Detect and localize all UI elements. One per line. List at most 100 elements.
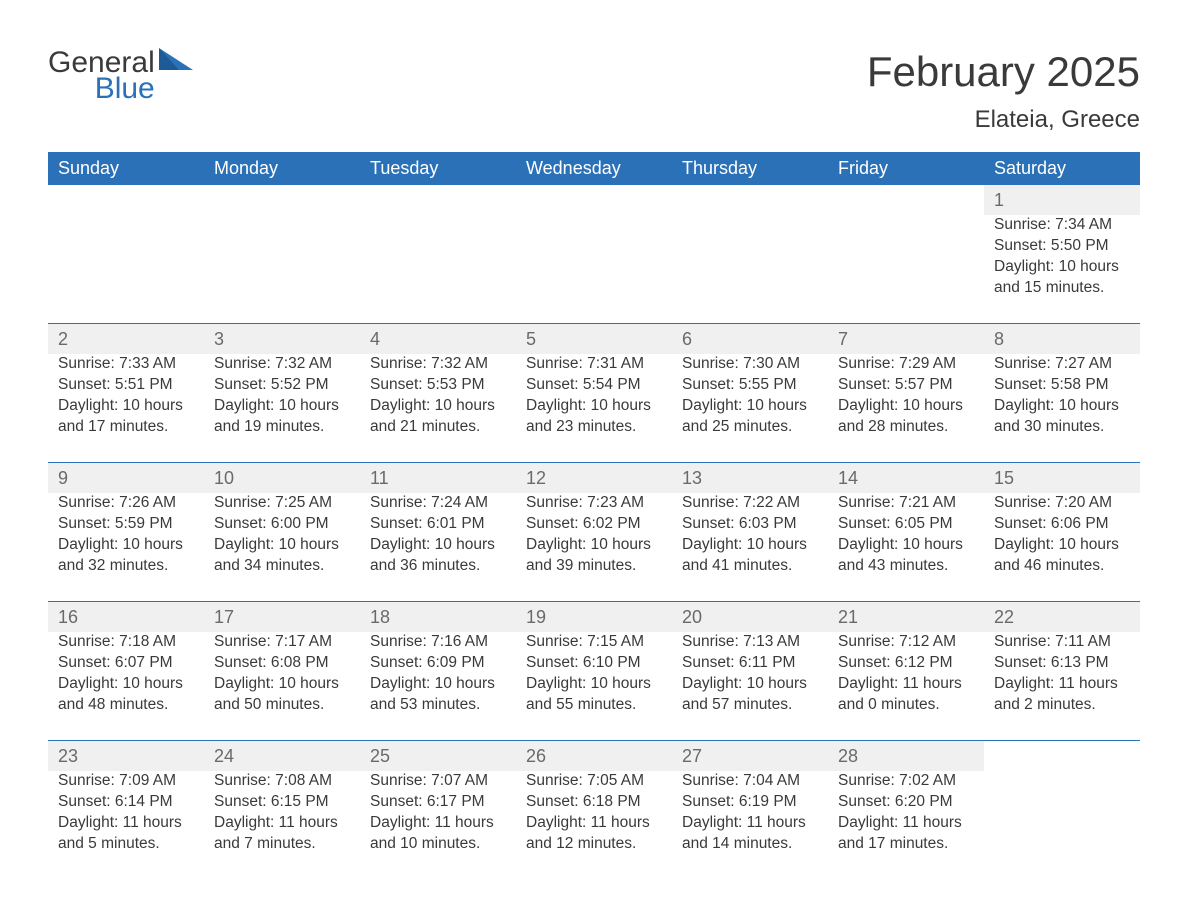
daylight-text: Daylight: 10 hours and 41 minutes.: [682, 535, 818, 577]
sunset-text: Sunset: 6:00 PM: [214, 514, 350, 535]
daylight-text: Daylight: 10 hours and 39 minutes.: [526, 535, 662, 577]
daylight-text: Daylight: 10 hours and 30 minutes.: [994, 396, 1130, 438]
day-number-cell: 13: [672, 462, 828, 493]
day-detail-cell: Sunrise: 7:16 AMSunset: 6:09 PMDaylight:…: [360, 632, 516, 740]
sunrise-text: Sunrise: 7:07 AM: [370, 771, 506, 792]
day-number-cell: 14: [828, 462, 984, 493]
sunrise-text: Sunrise: 7:21 AM: [838, 493, 974, 514]
day-detail-cell: Sunrise: 7:33 AMSunset: 5:51 PMDaylight:…: [48, 354, 204, 462]
day-detail-cell: Sunrise: 7:32 AMSunset: 5:53 PMDaylight:…: [360, 354, 516, 462]
day-number-cell: 25: [360, 740, 516, 771]
sunset-text: Sunset: 6:19 PM: [682, 792, 818, 813]
sunset-text: Sunset: 5:54 PM: [526, 375, 662, 396]
day-number-cell: 2: [48, 323, 204, 354]
day-number-cell: 12: [516, 462, 672, 493]
day-number-cell: 15: [984, 462, 1140, 493]
day-detail-cell: Sunrise: 7:27 AMSunset: 5:58 PMDaylight:…: [984, 354, 1140, 462]
day-number-row: 16171819202122: [48, 601, 1140, 632]
day-detail-cell: Sunrise: 7:24 AMSunset: 6:01 PMDaylight:…: [360, 493, 516, 601]
day-detail-cell: Sunrise: 7:29 AMSunset: 5:57 PMDaylight:…: [828, 354, 984, 462]
daylight-text: Daylight: 10 hours and 23 minutes.: [526, 396, 662, 438]
day-number-cell: 6: [672, 323, 828, 354]
day-detail-cell: [204, 215, 360, 323]
daylight-text: Daylight: 11 hours and 10 minutes.: [370, 813, 506, 855]
sunset-text: Sunset: 5:55 PM: [682, 375, 818, 396]
sunset-text: Sunset: 6:13 PM: [994, 653, 1130, 674]
sunset-text: Sunset: 6:10 PM: [526, 653, 662, 674]
month-title: February 2025: [867, 48, 1140, 96]
logo: General Blue: [48, 48, 193, 104]
sunset-text: Sunset: 6:17 PM: [370, 792, 506, 813]
sunrise-text: Sunrise: 7:31 AM: [526, 354, 662, 375]
sunrise-text: Sunrise: 7:26 AM: [58, 493, 194, 514]
day-detail-cell: Sunrise: 7:09 AMSunset: 6:14 PMDaylight:…: [48, 771, 204, 879]
sunset-text: Sunset: 6:09 PM: [370, 653, 506, 674]
sunset-text: Sunset: 6:12 PM: [838, 653, 974, 674]
sunrise-text: Sunrise: 7:08 AM: [214, 771, 350, 792]
daylight-text: Daylight: 11 hours and 7 minutes.: [214, 813, 350, 855]
title-block: February 2025 Elateia, Greece: [867, 48, 1140, 134]
sunset-text: Sunset: 5:58 PM: [994, 375, 1130, 396]
day-number-cell: 26: [516, 740, 672, 771]
daylight-text: Daylight: 11 hours and 2 minutes.: [994, 674, 1130, 716]
day-detail-cell: [516, 215, 672, 323]
sunset-text: Sunset: 6:11 PM: [682, 653, 818, 674]
sunrise-text: Sunrise: 7:12 AM: [838, 632, 974, 653]
sunset-text: Sunset: 6:08 PM: [214, 653, 350, 674]
daylight-text: Daylight: 10 hours and 48 minutes.: [58, 674, 194, 716]
day-detail-cell: Sunrise: 7:18 AMSunset: 6:07 PMDaylight:…: [48, 632, 204, 740]
sunrise-text: Sunrise: 7:13 AM: [682, 632, 818, 653]
day-detail-cell: Sunrise: 7:04 AMSunset: 6:19 PMDaylight:…: [672, 771, 828, 879]
sunrise-text: Sunrise: 7:33 AM: [58, 354, 194, 375]
day-detail-cell: [48, 215, 204, 323]
daylight-text: Daylight: 10 hours and 46 minutes.: [994, 535, 1130, 577]
day-detail-cell: Sunrise: 7:12 AMSunset: 6:12 PMDaylight:…: [828, 632, 984, 740]
day-detail-row: Sunrise: 7:33 AMSunset: 5:51 PMDaylight:…: [48, 354, 1140, 462]
day-number-row: 1: [48, 185, 1140, 215]
day-number-cell: 4: [360, 323, 516, 354]
day-detail-cell: Sunrise: 7:20 AMSunset: 6:06 PMDaylight:…: [984, 493, 1140, 601]
sunset-text: Sunset: 6:15 PM: [214, 792, 350, 813]
daylight-text: Daylight: 10 hours and 28 minutes.: [838, 396, 974, 438]
day-number-row: 9101112131415: [48, 462, 1140, 493]
day-detail-row: Sunrise: 7:26 AMSunset: 5:59 PM Daylight:…: [48, 493, 1140, 601]
sunrise-text: Sunrise: 7:04 AM: [682, 771, 818, 792]
sunset-text: Sunset: 5:59 PM: [58, 514, 194, 535]
day-number-cell: 8: [984, 323, 1140, 354]
day-detail-row: Sunrise: 7:18 AMSunset: 6:07 PMDaylight:…: [48, 632, 1140, 740]
day-number-cell: 1: [984, 185, 1140, 215]
daylight-text: Daylight: 10 hours and 50 minutes.: [214, 674, 350, 716]
day-number-cell: 19: [516, 601, 672, 632]
day-detail-row: Sunrise: 7:09 AMSunset: 6:14 PMDaylight:…: [48, 771, 1140, 879]
daylight-text: Daylight: 10 hours and 25 minutes.: [682, 396, 818, 438]
sunrise-text: Sunrise: 7:32 AM: [214, 354, 350, 375]
day-number-cell: 21: [828, 601, 984, 632]
day-detail-cell: Sunrise: 7:15 AMSunset: 6:10 PMDaylight:…: [516, 632, 672, 740]
sunrise-text: Sunrise: 7:34 AM: [994, 215, 1130, 236]
sunrise-text: Sunrise: 7:05 AM: [526, 771, 662, 792]
day-detail-cell: Sunrise: 7:21 AMSunset: 6:05 PMDaylight:…: [828, 493, 984, 601]
sunset-text: Sunset: 6:05 PM: [838, 514, 974, 535]
day-number-cell: 7: [828, 323, 984, 354]
sunset-text: Sunset: 5:52 PM: [214, 375, 350, 396]
day-detail-cell: [828, 215, 984, 323]
day-number-cell: 5: [516, 323, 672, 354]
day-detail-cell: Sunrise: 7:08 AMSunset: 6:15 PMDaylight:…: [204, 771, 360, 879]
sunset-text: Sunset: 6:14 PM: [58, 792, 194, 813]
day-number-cell: 9: [48, 462, 204, 493]
day-detail-cell: Sunrise: 7:30 AMSunset: 5:55 PMDaylight:…: [672, 354, 828, 462]
daylight-text: Daylight: 10 hours and 17 minutes.: [58, 396, 194, 438]
day-number-cell: [828, 185, 984, 215]
daylight-text: Daylight: 10 hours and 43 minutes.: [838, 535, 974, 577]
sunset-text: Sunset: 6:20 PM: [838, 792, 974, 813]
sunrise-text: Sunrise: 7:16 AM: [370, 632, 506, 653]
day-detail-cell: Sunrise: 7:13 AMSunset: 6:11 PMDaylight:…: [672, 632, 828, 740]
sunrise-text: Sunrise: 7:25 AM: [214, 493, 350, 514]
sunrise-text: Sunrise: 7:23 AM: [526, 493, 662, 514]
sunset-text: Sunset: 6:07 PM: [58, 653, 194, 674]
daylight-text: Daylight: 10 hours and 19 minutes.: [214, 396, 350, 438]
sunset-text: Sunset: 6:06 PM: [994, 514, 1130, 535]
day-number-cell: 24: [204, 740, 360, 771]
day-detail-cell: Sunrise: 7:34 AMSunset: 5:50 PMDaylight:…: [984, 215, 1140, 323]
location-label: Elateia, Greece: [867, 106, 1140, 134]
